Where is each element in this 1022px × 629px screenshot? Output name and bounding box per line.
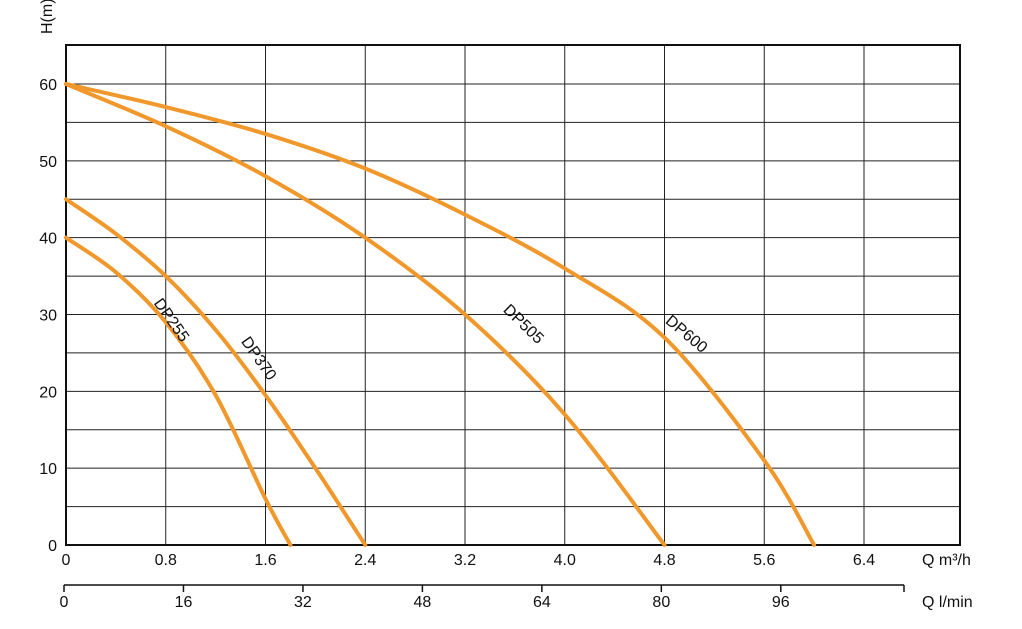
secondary-axis-tick-label: 32 [294, 594, 312, 611]
curve-dp600 [64, 82, 817, 547]
x-tick-label: 2.4 [354, 552, 376, 569]
tick-labels: 0 0.8 1.6 2.4 3.2 4.0 4.8 5.6 6.4 0 10 20 30 40 50 60 [39, 77, 875, 569]
y-tick-label: 40 [39, 231, 57, 248]
grid-lines [66, 45, 960, 545]
secondary-axis-tick-label: 16 [175, 594, 193, 611]
x-tick-label: 1.6 [254, 552, 276, 569]
y-axis-label: H(m) [39, 0, 56, 34]
curve-label-dp255: DP255 [150, 296, 192, 346]
x-tick-label: 3.2 [454, 552, 476, 569]
y-tick-label: 30 [39, 308, 57, 325]
x-axis-label: Q m³/h [922, 552, 971, 569]
curve-label-dp600: DP600 [662, 312, 710, 357]
y-tick-label: 10 [39, 461, 57, 478]
curve-dp370 [64, 197, 368, 547]
curves [64, 82, 817, 547]
curve-dp505 [64, 82, 667, 547]
secondary-axis-tick-label: 80 [652, 594, 670, 611]
y-tick-label: 0 [48, 538, 57, 555]
curve-label-dp505: DP505 [500, 301, 547, 347]
curve-label-dp370: DP370 [237, 334, 279, 384]
x-tick-label: 4.0 [554, 552, 576, 569]
x-tick-label: 0.8 [155, 552, 177, 569]
secondary-axis-tick-label: 96 [772, 594, 790, 611]
secondary-axis-tick-label: 64 [533, 594, 551, 611]
secondary-axis-label: Q l/min [922, 594, 973, 611]
secondary-axis-tick-label: 0 [60, 594, 69, 611]
secondary-axis-tick-label: 48 [414, 594, 432, 611]
x-tick-label: 0 [62, 552, 71, 569]
plot-frame [65, 44, 961, 546]
x-tick-label: 6.4 [853, 552, 875, 569]
y-tick-label: 60 [39, 77, 57, 94]
secondary-axis-ticks: 0 16 32 48 64 80 96 [60, 585, 905, 611]
y-tick-label: 50 [39, 154, 57, 171]
y-tick-label: 20 [39, 384, 57, 401]
x-tick-label: 4.8 [653, 552, 675, 569]
curve-dp255 [64, 235, 293, 547]
x-tick-label: 5.6 [753, 552, 775, 569]
